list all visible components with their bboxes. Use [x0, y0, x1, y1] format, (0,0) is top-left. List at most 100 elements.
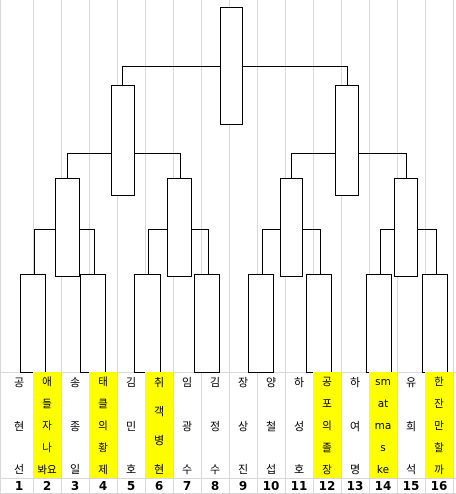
grid-line: [89, 0, 90, 494]
bracket-line: [243, 66, 347, 67]
grid-line: [425, 0, 426, 494]
bracket-line: [94, 229, 95, 274]
player-name-char: 병: [153, 434, 165, 447]
player-name-char: 양: [265, 376, 277, 389]
grid-line: [117, 0, 118, 494]
grid-line: [453, 0, 454, 494]
match-box-r1-8: [422, 274, 448, 373]
match-box-r1-6: [306, 274, 332, 373]
match-box-r2-2: [167, 178, 192, 277]
bracket-line: [380, 229, 381, 274]
player-name-char: 애: [42, 376, 52, 388]
seed-number-7: 7: [182, 479, 192, 493]
bracket-line: [67, 153, 68, 178]
player-name-char: 선: [13, 463, 25, 476]
player-name-char: 잔: [434, 397, 444, 410]
player-name-char: ma: [374, 419, 392, 432]
seed-number-14: 14: [374, 479, 392, 493]
player-name-char: 현: [13, 419, 25, 433]
player-name-char: sm: [375, 376, 391, 388]
grid-line: [33, 0, 34, 494]
seed-number-13: 13: [346, 479, 364, 493]
grid-line: [0, 372, 456, 373]
seed-number-6: 6: [154, 479, 164, 493]
bracket-line: [67, 153, 111, 154]
bracket-line: [291, 153, 335, 154]
seed-number-15: 15: [402, 479, 420, 493]
player-name-char: 철: [265, 419, 277, 433]
player-name-char: 명: [349, 463, 361, 476]
player-name-char: 공: [13, 376, 25, 389]
grid-line: [257, 0, 258, 494]
match-box-r1-4: [194, 274, 220, 373]
player-name-char: 할: [434, 441, 444, 454]
player-name-char: 하: [349, 376, 361, 389]
player-name-char: 여: [349, 419, 361, 433]
grid-line: [0, 478, 456, 479]
bracket-line: [148, 229, 149, 274]
bracket-line: [262, 229, 280, 230]
player-name-char: 객: [153, 405, 165, 418]
match-box-r2-4: [394, 178, 418, 277]
player-name-char: 정: [209, 419, 221, 433]
player-name-char: 종: [69, 419, 81, 433]
player-name-char: 김: [209, 376, 221, 389]
match-box-r2-3: [280, 178, 303, 277]
bracket-line: [80, 229, 94, 230]
player-name-char: 까: [434, 463, 444, 476]
player-name-char: 진: [237, 463, 249, 476]
match-box-r1-1: [20, 274, 46, 373]
seed-number-12: 12: [318, 479, 336, 493]
seed-number-2: 2: [42, 479, 52, 493]
seed-number-16: 16: [430, 479, 448, 493]
player-name-char: 클: [98, 397, 108, 410]
match-box-r1-7: [366, 274, 392, 373]
bracket-line: [208, 229, 209, 274]
player-name-char: 장: [237, 376, 249, 389]
player-name-char: 희: [405, 419, 417, 433]
player-name-2: 애 들 자 나 봐요: [33, 372, 61, 478]
seed-number-10: 10: [262, 479, 280, 493]
bracket-line: [135, 153, 180, 154]
player-name-char: 의: [98, 419, 108, 432]
player-name-char: 취: [153, 376, 165, 389]
bracket-line: [347, 66, 348, 85]
player-name-char: 봐요: [37, 463, 57, 476]
player-name-char: 포: [322, 397, 332, 410]
match-box-r1-3: [134, 274, 161, 373]
bracket-line: [291, 153, 292, 178]
player-name-char: s: [380, 441, 386, 454]
match-box-r1-2: [80, 274, 106, 373]
grid-line: [201, 0, 202, 494]
player-name-char: 광: [181, 419, 193, 433]
seed-number-3: 3: [70, 479, 80, 493]
seed-number-8: 8: [210, 479, 220, 493]
grid-line: [369, 0, 370, 494]
player-name-char: 상: [237, 419, 249, 433]
player-name-char: 들: [42, 397, 52, 410]
bracket-line: [262, 229, 263, 274]
match-box-r2-1: [55, 178, 80, 277]
player-name-char: at: [377, 397, 389, 410]
player-name-char: 일: [69, 463, 81, 476]
player-name-char: 민: [125, 419, 137, 433]
player-name-char: 수: [209, 463, 221, 476]
player-name-char: 송: [69, 376, 81, 389]
bracket-line: [406, 153, 407, 178]
bracket-line: [122, 66, 220, 67]
player-name-char: 유: [405, 376, 417, 389]
seed-number-11: 11: [290, 479, 308, 493]
